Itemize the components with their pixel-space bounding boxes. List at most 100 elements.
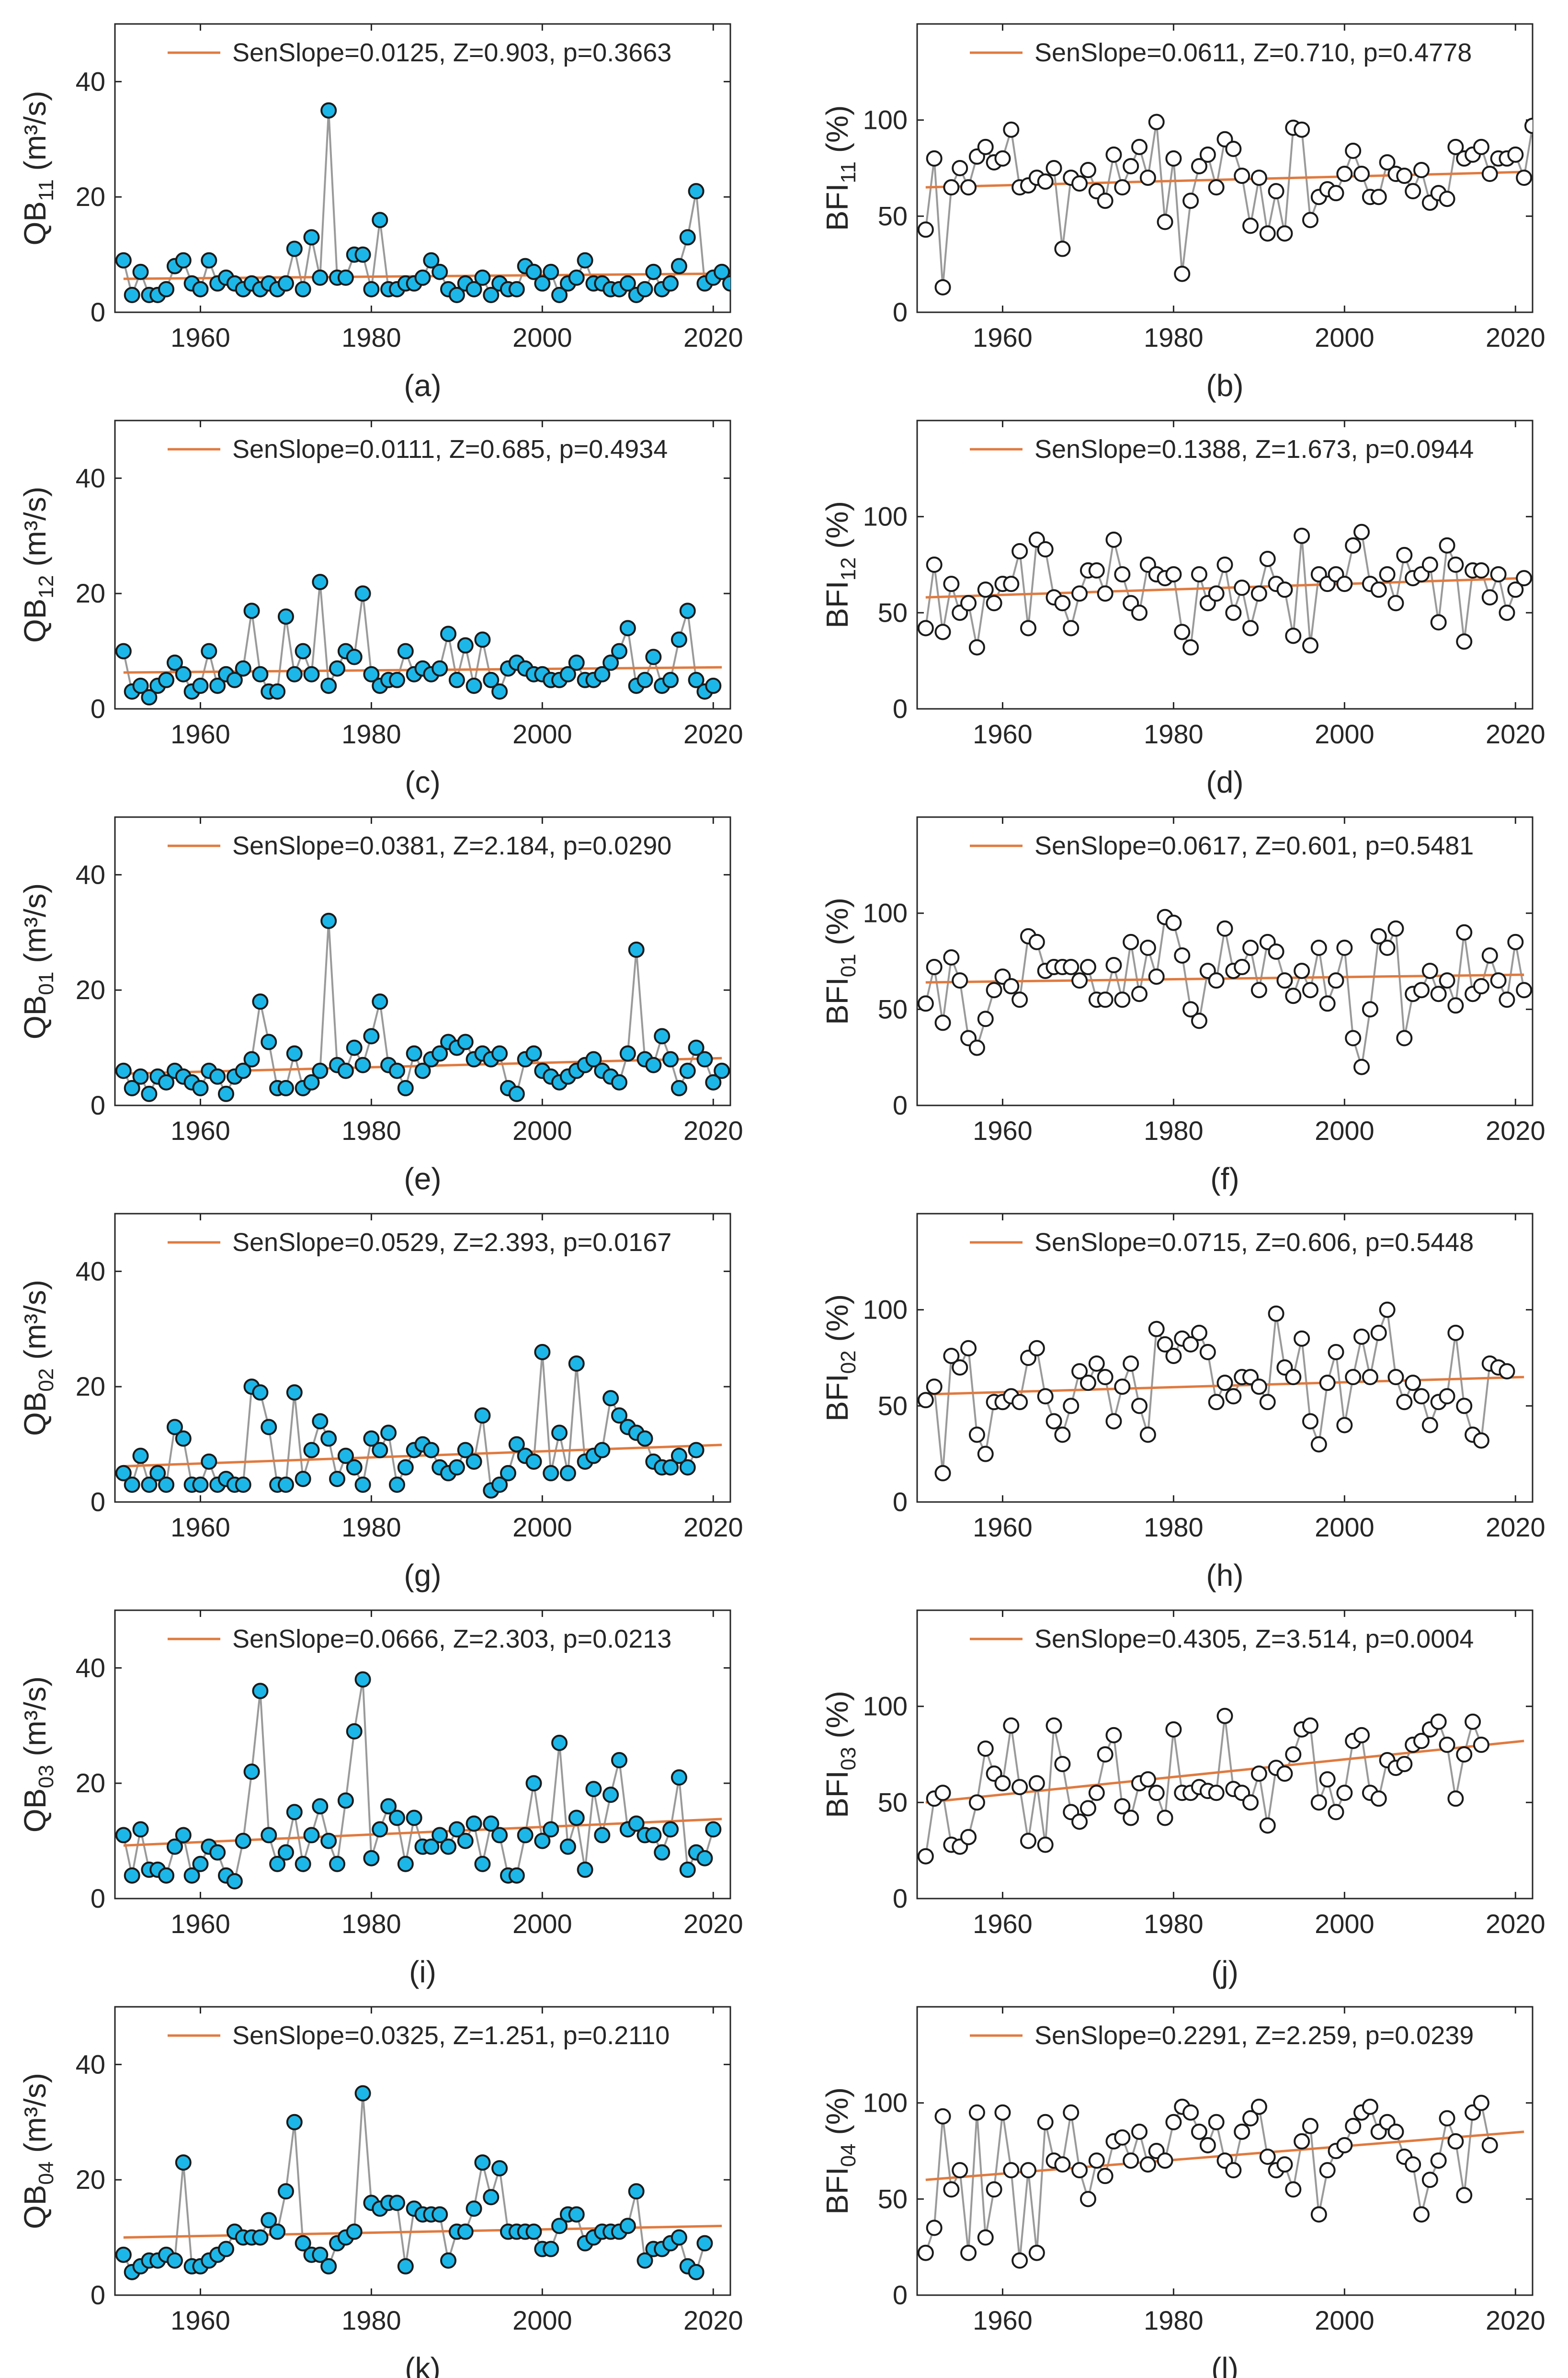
y-axis-label-subscript: 04 bbox=[837, 2143, 860, 2167]
data-point bbox=[1456, 924, 1473, 941]
data-point bbox=[662, 1821, 679, 1838]
x-tick-label: 2000 bbox=[1315, 719, 1375, 749]
data-point bbox=[662, 1051, 679, 1068]
data-point bbox=[1139, 170, 1156, 186]
data-point bbox=[1456, 633, 1473, 650]
axis-frame bbox=[114, 1213, 731, 1503]
x-tick-label: 2020 bbox=[683, 1115, 743, 1146]
data-point bbox=[346, 1723, 363, 1740]
data-point bbox=[277, 275, 294, 292]
data-point bbox=[1191, 158, 1207, 174]
data-point bbox=[440, 626, 457, 642]
y-axis-label-unit: (m³/s) bbox=[18, 883, 52, 972]
data-point bbox=[917, 1848, 934, 1865]
data-point bbox=[175, 666, 192, 683]
panel-label: (f) bbox=[1210, 1161, 1239, 1196]
data-point bbox=[132, 1068, 149, 1085]
data-point bbox=[1028, 1340, 1045, 1356]
data-point bbox=[312, 2246, 329, 2263]
data-point bbox=[320, 677, 337, 694]
axis-frame bbox=[916, 2006, 1534, 2296]
x-tick-label: 2020 bbox=[683, 322, 743, 353]
panel-label: (i) bbox=[409, 1955, 436, 1989]
data-point bbox=[1430, 986, 1447, 1002]
x-tick-label: 2020 bbox=[1486, 1512, 1545, 1542]
y-axis-label-subscript: 01 bbox=[34, 972, 58, 995]
data-point bbox=[977, 1445, 994, 1462]
data-point bbox=[1054, 1756, 1071, 1773]
y-axis-label: QB03 (m³/s) bbox=[18, 1676, 58, 1832]
data-point bbox=[1473, 562, 1489, 579]
plot-area bbox=[917, 1301, 1524, 1481]
data-point bbox=[1242, 620, 1259, 637]
data-point bbox=[1191, 566, 1207, 583]
data-point bbox=[432, 1827, 448, 1843]
y-axis-label-subscript: 02 bbox=[837, 1350, 860, 1374]
data-point bbox=[977, 2229, 994, 2246]
axis-frame bbox=[916, 1213, 1534, 1503]
data-point bbox=[943, 576, 960, 592]
data-point bbox=[320, 2258, 337, 2275]
axis-frame bbox=[916, 816, 1534, 1106]
data-point bbox=[1507, 146, 1524, 163]
data-point bbox=[1123, 1809, 1139, 1826]
data-point bbox=[1405, 2156, 1421, 2173]
y-axis-label-unit: (m³/s) bbox=[18, 1280, 52, 1368]
data-point bbox=[448, 671, 465, 688]
data-point bbox=[312, 1798, 329, 1815]
data-point bbox=[235, 1476, 251, 1493]
data-point bbox=[670, 258, 687, 274]
data-point bbox=[645, 263, 662, 280]
data-point bbox=[670, 631, 687, 648]
data-point bbox=[158, 1476, 175, 1493]
data-point bbox=[1123, 2152, 1139, 2169]
x-tick-label: 2020 bbox=[683, 1909, 743, 1939]
data-point bbox=[1379, 566, 1396, 583]
data-point bbox=[968, 639, 985, 656]
data-point bbox=[1114, 1378, 1131, 1395]
panel-label: (g) bbox=[404, 1558, 441, 1593]
x-tick-label: 1960 bbox=[170, 1115, 230, 1146]
data-point bbox=[636, 671, 653, 688]
legend-entry: SenSlope=0.0611, Z=0.710, p=0.4778 bbox=[1034, 38, 1472, 67]
data-point bbox=[1208, 585, 1225, 602]
data-point bbox=[1071, 2162, 1088, 2179]
data-point bbox=[363, 281, 380, 297]
data-point bbox=[346, 649, 363, 665]
data-point bbox=[534, 275, 551, 292]
data-point bbox=[1319, 995, 1336, 1012]
data-point bbox=[1182, 1001, 1199, 1018]
y-axis-label: BFI03 (%) bbox=[820, 1691, 860, 1818]
data-point bbox=[934, 1785, 951, 1801]
data-point bbox=[636, 281, 653, 297]
y-tick-label: 0 bbox=[91, 1487, 105, 1517]
data-point bbox=[1079, 959, 1096, 976]
data-point bbox=[1105, 146, 1122, 163]
panel-label: (j) bbox=[1211, 1955, 1238, 1989]
data-point bbox=[1037, 541, 1054, 558]
data-point bbox=[1430, 2152, 1447, 2169]
data-point bbox=[354, 1057, 371, 1073]
data-point bbox=[577, 252, 593, 269]
data-point bbox=[525, 2223, 542, 2240]
data-point bbox=[1379, 154, 1396, 171]
data-point bbox=[960, 2244, 977, 2261]
series-line bbox=[123, 2093, 706, 2274]
data-point bbox=[1148, 114, 1165, 130]
panel-i: 0 20 40 1960 1980 2000 2020 QB03 (m³/s) (i) SenSl… bbox=[18, 1609, 743, 1989]
plot-area bbox=[917, 523, 1533, 656]
data-point bbox=[1037, 173, 1054, 190]
data-point bbox=[286, 1804, 303, 1820]
data-point bbox=[448, 286, 465, 303]
data-point bbox=[1405, 183, 1421, 200]
plot-area bbox=[115, 102, 730, 303]
data-point bbox=[1370, 1324, 1387, 1341]
y-axis-label-subscript: 12 bbox=[837, 557, 860, 580]
data-point bbox=[261, 1827, 277, 1843]
data-point bbox=[1208, 2114, 1225, 2130]
data-point bbox=[1413, 1732, 1430, 1749]
data-point bbox=[1139, 1771, 1156, 1788]
x-tick-label: 1980 bbox=[1144, 1512, 1204, 1542]
x-tick-label: 2020 bbox=[1486, 1115, 1545, 1146]
data-point bbox=[115, 1827, 132, 1843]
